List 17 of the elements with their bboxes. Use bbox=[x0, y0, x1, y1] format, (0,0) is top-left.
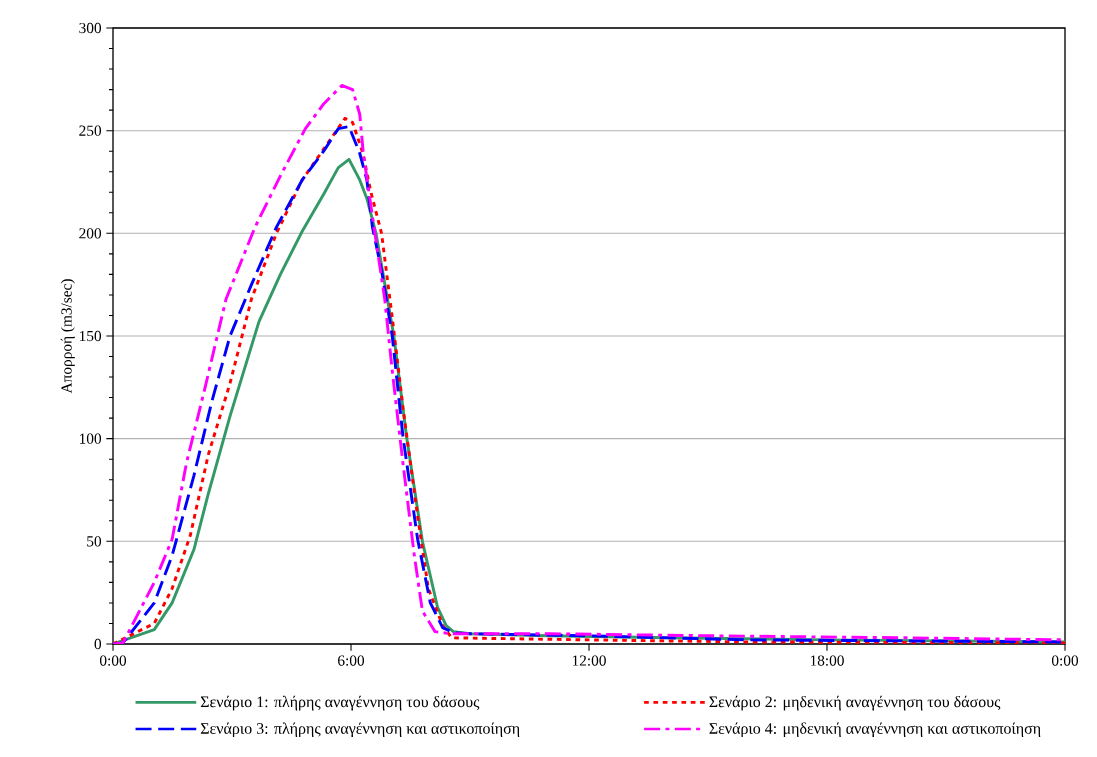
x-tick-label: 0:00 bbox=[1051, 655, 1079, 666]
legend-label: Σενάριο 2: μηδενική αναγέννηση του δάσους bbox=[709, 695, 1001, 711]
x-tick-label: 12:00 bbox=[572, 655, 606, 666]
y-tick-label: 200 bbox=[79, 228, 102, 239]
x-tick-label: 0:00 bbox=[99, 655, 127, 666]
y-tick-label: 50 bbox=[87, 536, 102, 547]
legend-label: Σενάριο 3: πλήρης αναγέννηση και αστικοποίηση bbox=[200, 722, 520, 738]
x-tick-label: 18:00 bbox=[810, 655, 844, 666]
legend-label: Σενάριο 4: μηδενική αναγέννηση και αστικοποίηση bbox=[709, 722, 1041, 738]
y-tick-label: 250 bbox=[79, 125, 102, 136]
y-axis-title: Απορροή (m3/sec) bbox=[60, 279, 75, 394]
x-tick-label: 6:00 bbox=[338, 655, 365, 666]
y-tick-label: 0 bbox=[94, 638, 102, 650]
legend-label: Σενάριο 1: πλήρης αναγέννηση του δάσους bbox=[200, 695, 480, 711]
y-tick-label: 150 bbox=[79, 330, 102, 342]
y-tick-label: 100 bbox=[79, 433, 102, 444]
y-tick-label: 300 bbox=[79, 22, 102, 34]
